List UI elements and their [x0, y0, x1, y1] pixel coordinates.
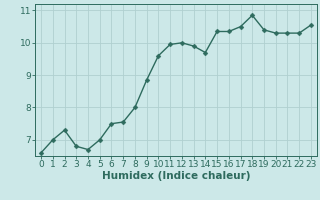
X-axis label: Humidex (Indice chaleur): Humidex (Indice chaleur): [102, 171, 250, 181]
